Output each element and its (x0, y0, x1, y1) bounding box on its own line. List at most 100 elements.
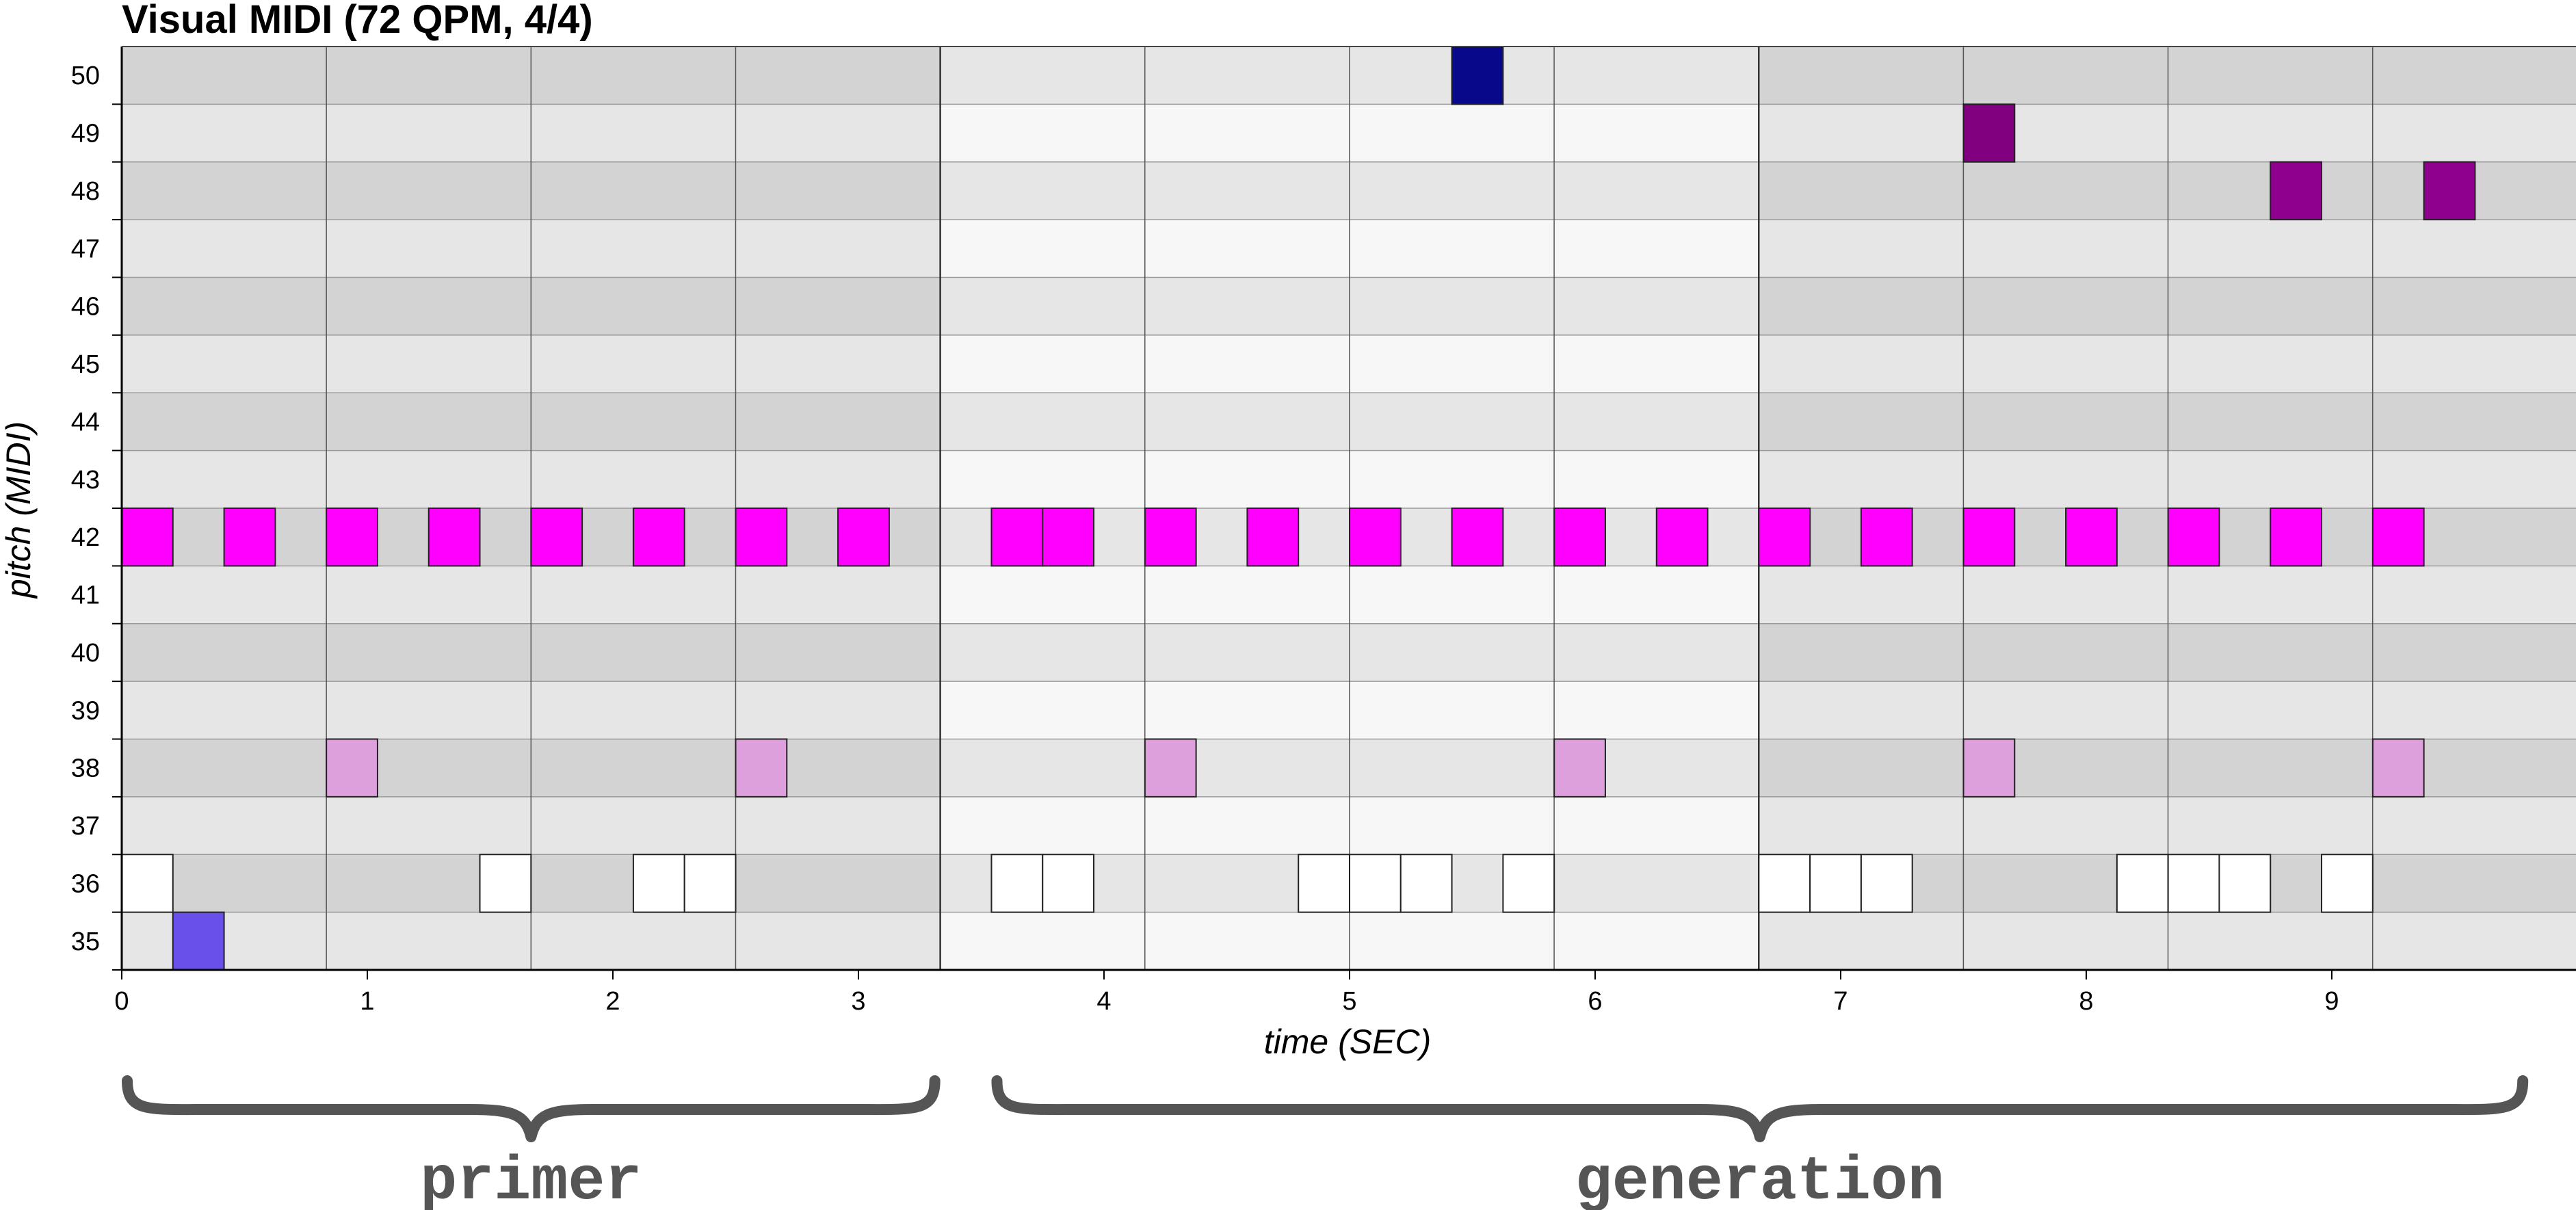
y-tick-label: 41 (71, 581, 100, 610)
note-36 (2218, 854, 2272, 913)
note-42 (223, 508, 276, 567)
note-36 (1399, 854, 1453, 913)
pitch-row-35 (1759, 912, 2576, 970)
note-42 (1349, 508, 1402, 567)
note-42 (1246, 508, 1300, 567)
note-42 (1042, 508, 1095, 567)
x-axis-label: time (SEC) (1264, 1023, 1431, 1061)
note-36 (2167, 854, 2220, 913)
chart-title: Visual MIDI (72 QPM, 4/4) (122, 0, 593, 42)
note-36 (632, 854, 685, 913)
note-36 (2116, 854, 2169, 913)
y-tick-label: 50 (71, 62, 100, 90)
x-tick-label: 9 (2324, 987, 2339, 1016)
x-tick-label: 6 (1588, 987, 1602, 1016)
pitch-row-37 (1759, 796, 2576, 855)
note-42 (2167, 508, 2220, 567)
y-tick-label: 36 (71, 869, 100, 898)
pitch-row-50 (1759, 47, 2576, 105)
note-38 (1553, 738, 1606, 798)
note-42 (530, 508, 583, 567)
note-42 (121, 508, 174, 567)
note-layer (121, 46, 2476, 971)
note-36 (479, 854, 532, 913)
x-tick-label: 0 (114, 987, 129, 1016)
note-36 (683, 854, 737, 913)
pitch-row-45 (1759, 334, 2576, 393)
note-36 (1502, 854, 1555, 913)
note-36 (1758, 854, 1811, 913)
pitch-row-40 (1759, 623, 2576, 682)
x-tick-label: 3 (851, 987, 865, 1016)
note-36 (1809, 854, 1862, 913)
note-36 (1349, 854, 1402, 913)
x-tick-label: 5 (1342, 987, 1356, 1016)
note-42 (2371, 508, 2425, 567)
note-42 (990, 508, 1044, 567)
y-tick-label: 46 (71, 293, 100, 321)
pitch-row-47 (1759, 220, 2576, 278)
note-36 (1298, 854, 1351, 913)
y-tick-label: 35 (71, 928, 100, 956)
note-48 (2270, 161, 2323, 221)
note-42 (1758, 508, 1811, 567)
note-38 (326, 738, 378, 798)
note-42 (1962, 508, 2016, 567)
y-tick-label: 44 (71, 408, 100, 436)
note-42 (632, 508, 685, 567)
note-42 (2270, 508, 2323, 567)
x-tick-label: 1 (360, 987, 374, 1016)
x-tick-label: 8 (2079, 987, 2093, 1016)
brace-generation (991, 1075, 2529, 1142)
x-tick-label: 2 (605, 987, 620, 1016)
note-36 (990, 854, 1044, 913)
note-42 (1144, 508, 1197, 567)
note-42 (735, 508, 788, 567)
brace-primer (122, 1075, 941, 1142)
y-tick-label: 47 (71, 235, 100, 263)
pitch-row-43 (1759, 450, 2576, 508)
y-axis-label: pitch (MIDI) (0, 421, 38, 599)
note-42 (326, 508, 378, 567)
note-42 (1655, 508, 1709, 567)
pitch-row-49 (1759, 104, 2576, 162)
y-tick-label: 38 (71, 754, 100, 783)
note-36 (121, 854, 174, 913)
note-36 (1860, 854, 1913, 913)
note-38 (1144, 738, 1197, 798)
note-42 (428, 508, 481, 567)
note-49 (1962, 103, 2016, 163)
note-50 (1451, 46, 1504, 105)
note-38 (735, 738, 788, 798)
pitch-row-38 (1759, 739, 2576, 797)
y-tick-label: 43 (71, 466, 100, 495)
section-braces: primer generation (122, 1075, 2529, 1210)
y-tick-label: 37 (71, 812, 100, 841)
note-36 (2321, 854, 2374, 913)
x-tick-label: 4 (1096, 987, 1111, 1016)
section-label-generation: generation (1575, 1148, 1945, 1210)
pitch-row-44 (1759, 393, 2576, 451)
note-38 (1962, 738, 2016, 798)
pitch-row-39 (1759, 681, 2576, 739)
note-35 (172, 911, 225, 971)
y-tick-label: 49 (71, 120, 100, 148)
x-tick-label: 7 (1833, 987, 1848, 1016)
y-tick-label: 39 (71, 696, 100, 725)
note-42 (837, 508, 890, 567)
y-tick-label: 45 (71, 350, 100, 379)
note-42 (1553, 508, 1606, 567)
note-42 (2065, 508, 2118, 567)
y-tick-label: 42 (71, 523, 100, 552)
note-38 (2371, 738, 2425, 798)
y-tick-label: 40 (71, 639, 100, 668)
note-48 (2423, 161, 2476, 221)
note-42 (1860, 508, 1913, 567)
note-42 (1451, 508, 1504, 567)
y-tick-label: 48 (71, 177, 100, 206)
note-36 (1042, 854, 1095, 913)
pitch-row-41 (1759, 566, 2576, 624)
pitch-row-46 (1759, 277, 2576, 335)
